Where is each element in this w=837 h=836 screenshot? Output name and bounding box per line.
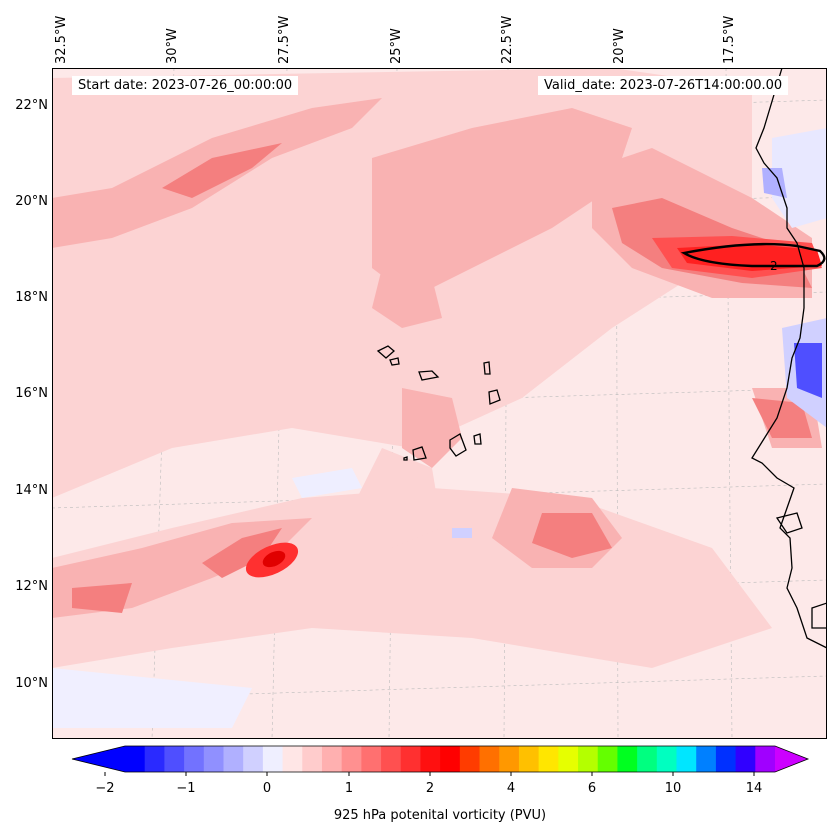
lon-label-30w: 30°W [165, 28, 180, 64]
colorbar-swatch [558, 746, 579, 772]
lat-label-10n: 10°N [15, 676, 48, 691]
colorbar-swatch [420, 746, 441, 772]
colorbar-swatch [243, 746, 264, 772]
valid-date-label: Valid_date: 2023-07-26T14:00:00.00 [538, 76, 789, 95]
colorbar [71, 745, 810, 776]
colorbar-swatch [499, 746, 520, 772]
colorbar-swatch [144, 746, 165, 772]
pv-red-core [245, 236, 826, 578]
colorbar-swatch [440, 746, 461, 772]
colorbar-swatch [321, 746, 343, 772]
colorbar-tick-label: 6 [587, 781, 597, 796]
colorbar-swatch [538, 746, 559, 772]
colorbar-swatch [578, 746, 599, 772]
lon-label-22-5w: 22.5°W [500, 15, 515, 64]
colorbar-swatch [302, 746, 323, 772]
colorbar-tick-label: −1 [176, 781, 196, 796]
pv-negative-areas [52, 128, 827, 728]
lat-label-12n: 12°N [15, 579, 48, 594]
colorbar-swatch [203, 746, 224, 772]
colorbar-tick-label: 0 [262, 781, 272, 796]
colorbar-swatch [262, 746, 284, 772]
colorbar-swatch [479, 746, 500, 772]
pv-2-contour [680, 242, 826, 268]
lat-label-18n: 18°N [15, 290, 48, 305]
colorbar-swatch [715, 746, 737, 772]
colorbar-tick-label: 4 [506, 781, 516, 796]
lon-label-25w: 25°W [389, 28, 404, 64]
colorbar-swatch [184, 746, 205, 772]
colorbar-swatch [164, 746, 185, 772]
colorbar-outline [71, 745, 810, 773]
colorbar-swatch [656, 746, 678, 772]
colorbar-tick-label: 10 [664, 781, 682, 796]
colorbar-tick-label: 1 [344, 781, 354, 796]
lat-label-22n: 22°N [15, 98, 48, 113]
lat-label-14n: 14°N [15, 483, 48, 498]
colorbar-swatch [755, 746, 776, 772]
vorticity-field: 2 [52, 68, 827, 739]
colorbar-swatch [637, 746, 658, 772]
colorbar-label: 925 hPa potenital vorticity (PVU) [333, 808, 547, 823]
colorbar-extend-low [72, 746, 125, 772]
colorbar-tick-label: −2 [95, 781, 115, 796]
colorbar-swatch [696, 746, 717, 772]
colorbar-swatch [617, 746, 638, 772]
coastline [376, 68, 827, 649]
colorbar-swatch [341, 746, 362, 772]
lon-label-27-5w: 27.5°W [277, 15, 292, 64]
colorbar-swatch [282, 746, 303, 772]
colorbar-tick-label: 2 [425, 781, 435, 796]
lat-label-20n: 20°N [15, 194, 48, 209]
colorbar-swatch [518, 746, 540, 772]
lat-label-16n: 16°N [15, 386, 48, 401]
colorbar-swatch [223, 746, 244, 772]
colorbar-swatch [381, 746, 402, 772]
colorbar-tick-label: 14 [745, 781, 763, 796]
lon-label-17-5w: 17.5°W [722, 15, 737, 64]
colorbar-swatch [361, 746, 382, 772]
contour-label: 2 [770, 259, 778, 273]
colorbar-swatch [597, 746, 618, 772]
colorbar-extend-high [775, 746, 808, 772]
lon-label-20w: 20°W [612, 28, 627, 64]
lon-label-32-5w: 32.5°W [54, 15, 69, 64]
colorbar-swatch [125, 746, 146, 772]
colorbar-swatch [735, 746, 756, 772]
colorbar-swatch [676, 746, 697, 772]
colorbar-swatch [459, 746, 481, 772]
start-date-label: Start date: 2023-07-26_00:00:00 [72, 76, 299, 95]
colorbar-swatch [400, 746, 421, 772]
map-panel: 2 [52, 68, 827, 739]
